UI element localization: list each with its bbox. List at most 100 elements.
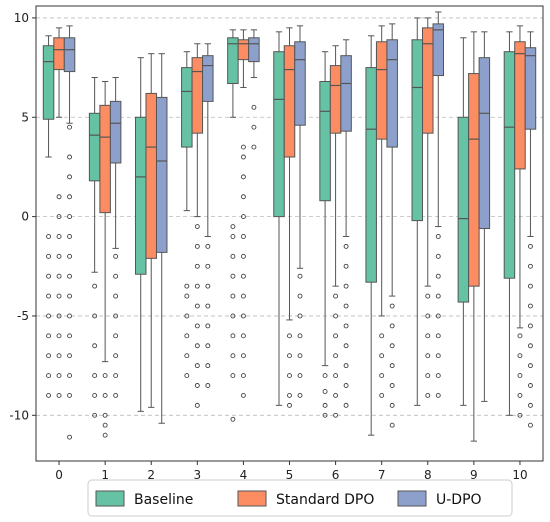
outlier-point <box>230 293 236 299</box>
outlier-point <box>333 313 339 319</box>
box-iqr <box>109 100 122 164</box>
box-iqr <box>319 81 331 202</box>
outlier-point <box>389 303 395 309</box>
outlier-point <box>194 283 200 289</box>
box-iqr <box>411 39 424 222</box>
outlier-point <box>102 392 108 398</box>
outlier-point <box>230 234 236 239</box>
box-iqr <box>53 37 65 71</box>
outlier-point <box>113 313 119 319</box>
outlier-point <box>46 392 51 398</box>
box-iqr <box>145 92 157 259</box>
outlier-point <box>46 234 51 239</box>
outlier-point <box>425 392 431 398</box>
x-tick-label: 5 <box>286 468 294 482</box>
outlier-point <box>205 243 211 249</box>
outlier-point <box>240 253 246 259</box>
outlier-point <box>343 243 349 249</box>
outlier-point <box>343 363 349 369</box>
outlier-point <box>333 333 339 339</box>
outlier-point <box>205 383 211 388</box>
outlier-point <box>230 224 236 229</box>
box-u-dpo <box>294 25 306 398</box>
outlier-point <box>528 323 533 329</box>
outlier-point <box>56 253 62 259</box>
box-u-dpo <box>524 31 537 428</box>
outlier-point <box>230 313 236 319</box>
box-standard-dpo <box>145 53 157 408</box>
box-standard-dpo <box>375 25 388 398</box>
box-standard-dpo <box>237 29 250 398</box>
box-standard-dpo <box>514 25 526 418</box>
outlier-point <box>297 392 303 398</box>
outlier-point <box>113 293 119 299</box>
box-baseline <box>134 57 147 412</box>
outlier-point <box>67 353 72 359</box>
outlier-point <box>517 353 523 359</box>
outlier-point <box>425 353 431 359</box>
outlier-point <box>240 373 246 379</box>
outlier-point <box>113 373 119 379</box>
box-iqr <box>237 39 250 61</box>
outlier-point <box>379 373 385 379</box>
outlier-point <box>184 373 190 379</box>
box-iqr <box>340 55 352 132</box>
outlier-point <box>425 333 431 339</box>
outlier-point <box>56 214 62 220</box>
box-u-dpo <box>155 53 168 424</box>
legend-label: Baseline <box>134 492 193 508</box>
box-iqr <box>386 39 398 148</box>
y-tick-label: 0 <box>21 210 29 224</box>
outlier-point <box>287 402 292 408</box>
y-tick-label: -5 <box>17 309 29 323</box>
outlier-point <box>528 303 533 309</box>
outlier-point <box>67 194 72 200</box>
x-axis: 0 1 2 3 4 5 6 7 8 9 10 <box>55 461 528 482</box>
outlier-point <box>56 313 62 319</box>
outlier-point <box>240 313 246 319</box>
outlier-point <box>67 234 72 239</box>
box-baseline <box>365 35 377 436</box>
outlier-point <box>46 353 51 359</box>
outlier-point <box>240 392 246 398</box>
box-baseline <box>42 35 55 398</box>
box-u-dpo <box>340 39 352 408</box>
outlier-point <box>240 273 246 279</box>
x-tick-label: 2 <box>147 468 155 482</box>
box-iqr <box>155 96 168 253</box>
box-iqr <box>42 45 55 120</box>
outlier-point <box>333 392 339 398</box>
outlier-point <box>425 313 431 319</box>
outlier-point <box>343 303 349 309</box>
outlier-point <box>194 383 200 388</box>
outlier-point <box>297 273 303 279</box>
outlier-point <box>102 373 108 379</box>
outlier-point <box>194 224 200 229</box>
outlier-point <box>102 432 108 438</box>
outlier-point <box>92 373 98 379</box>
box-iqr <box>63 37 76 73</box>
outlier-point <box>517 373 523 379</box>
outlier-point <box>67 214 72 220</box>
outlier-point <box>56 392 62 398</box>
outlier-point <box>379 333 385 339</box>
box-iqr <box>227 37 239 84</box>
box-standard-dpo <box>53 27 65 398</box>
outlier-point <box>67 253 72 259</box>
outlier-point <box>528 422 533 428</box>
box-baseline <box>411 17 424 406</box>
outlier-point <box>46 273 51 279</box>
box-iqr <box>99 104 111 214</box>
outlier-point <box>184 353 190 359</box>
outlier-point <box>297 313 303 319</box>
outlier-point <box>517 333 523 339</box>
outlier-point <box>184 333 190 339</box>
box-iqr <box>375 41 388 140</box>
box-u-dpo <box>109 77 122 398</box>
outlier-point <box>435 234 441 239</box>
box-iqr <box>283 45 296 158</box>
outlier-point <box>389 323 395 329</box>
outlier-point <box>194 263 200 269</box>
outlier-point <box>194 402 200 408</box>
